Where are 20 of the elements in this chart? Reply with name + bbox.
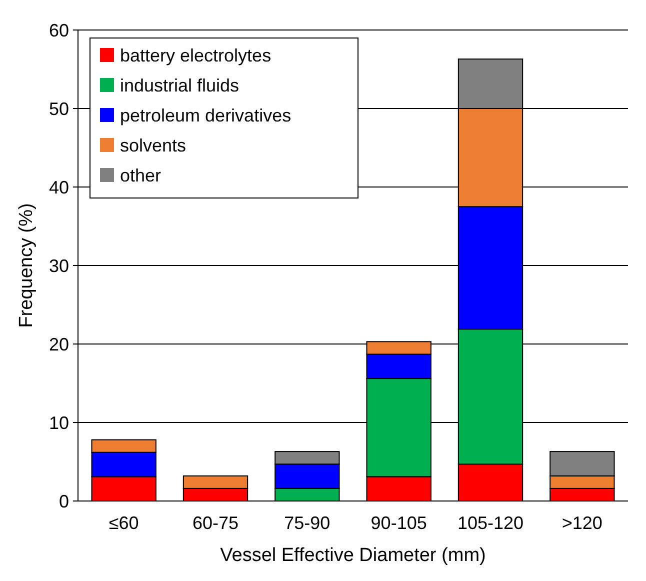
- x-tick-label: >120: [562, 513, 602, 533]
- legend-label: petroleum derivatives: [120, 105, 292, 126]
- x-tick-label: 60-75: [192, 513, 239, 533]
- legend-label: industrial fluids: [120, 75, 240, 96]
- legend-label: solvents: [120, 135, 186, 156]
- x-tick-label: 75-90: [284, 513, 330, 533]
- y-tick-label: 0: [58, 491, 69, 512]
- y-axis-title: Frequency (%): [16, 203, 37, 328]
- x-tick-label: 105-120: [457, 513, 524, 533]
- y-tick-label: 40: [48, 177, 69, 198]
- y-tick-label: 50: [48, 98, 69, 119]
- y-tick-label: 30: [48, 256, 69, 276]
- legend-label: battery electrolytes: [120, 45, 272, 66]
- x-tick-label: 90-105: [370, 513, 427, 533]
- x-tick-label: ≤60: [108, 513, 139, 533]
- y-tick-label: 10: [48, 412, 69, 433]
- y-tick-label: 20: [48, 334, 69, 354]
- x-axis-title: Vessel Effective Diameter (mm): [220, 545, 486, 566]
- y-tick-label: 60: [48, 20, 69, 40]
- legend-label: other: [120, 165, 162, 186]
